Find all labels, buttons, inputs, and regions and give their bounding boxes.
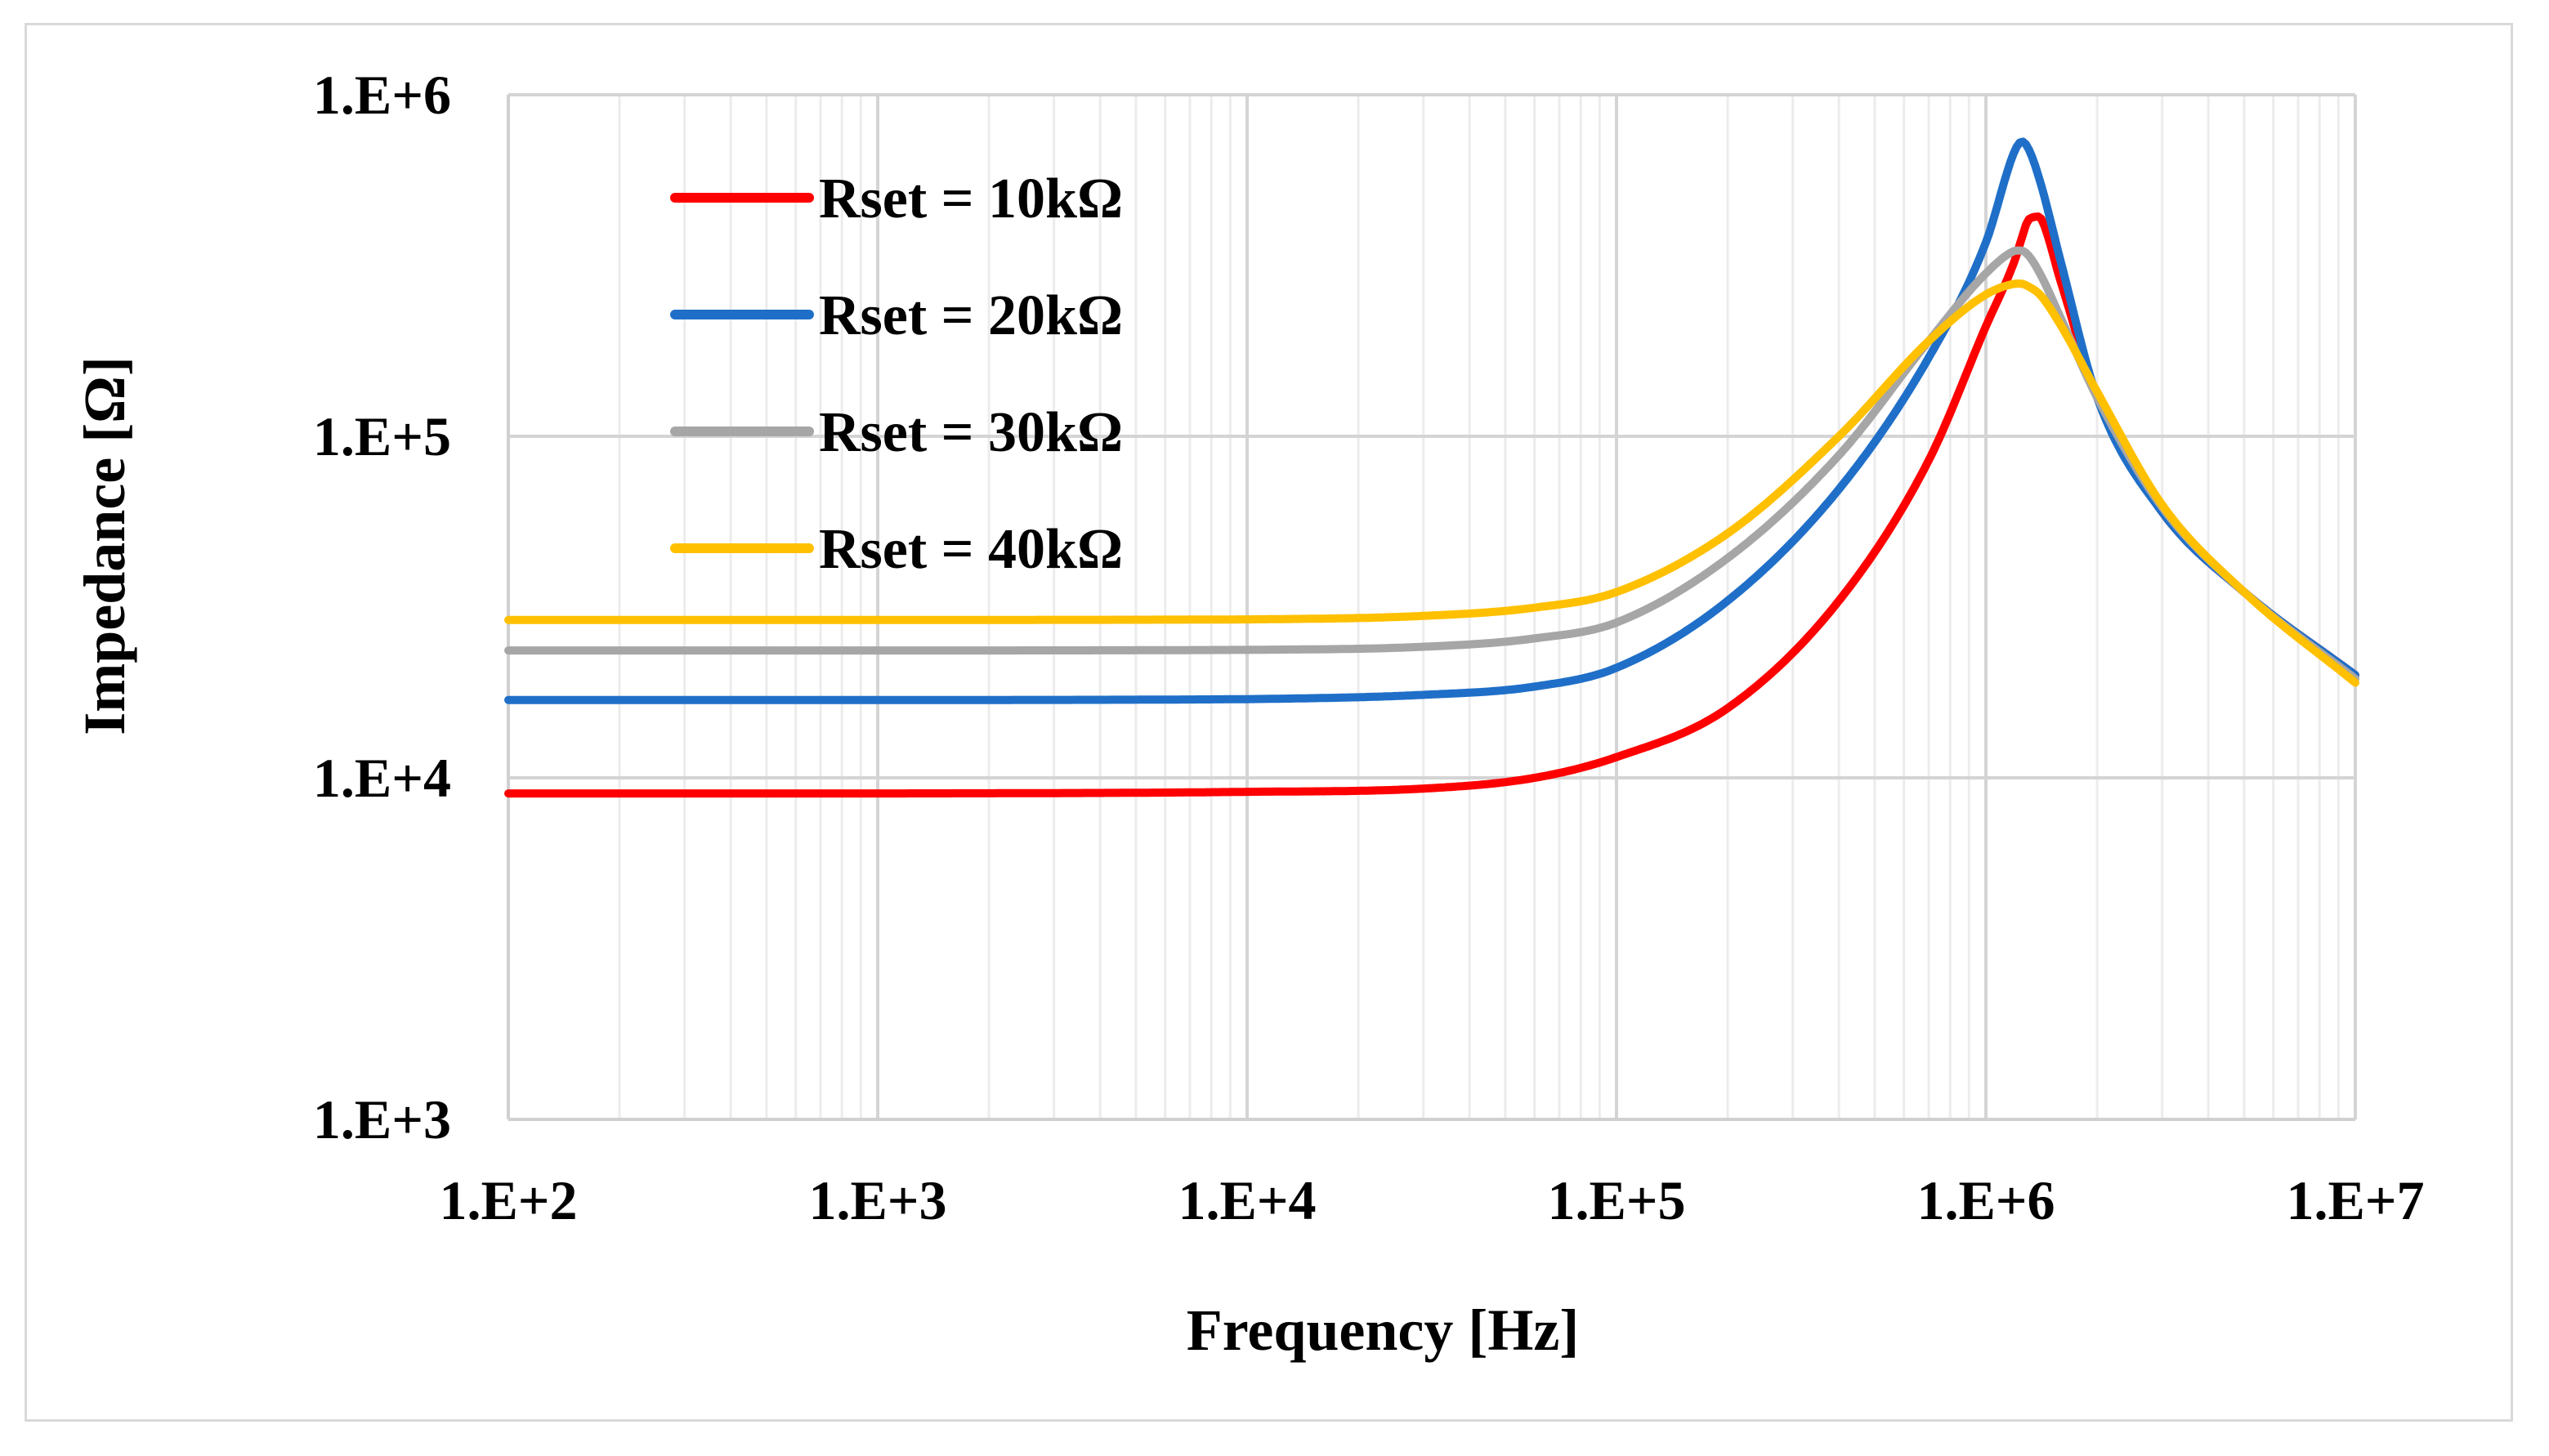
legend-label-1: Rset = 10kΩ bbox=[819, 167, 1123, 230]
legend-label-4: Rset = 40kΩ bbox=[819, 518, 1123, 581]
series-line-4 bbox=[504, 279, 2359, 687]
x-tick-label: 1.E+4 bbox=[1178, 1169, 1316, 1231]
x-tick-labels: 1.E+2 1.E+3 1.E+4 1.E+5 1.E+6 1.E+7 bbox=[439, 1169, 2424, 1231]
legend: Rset = 10kΩ Rset = 20kΩ Rset = 30kΩ Rset = … bbox=[670, 167, 1123, 581]
legend-label-3: Rset = 30kΩ bbox=[819, 401, 1123, 464]
series-line-3 bbox=[504, 246, 2359, 683]
x-axis-title: Frequency [Hz] bbox=[1187, 1297, 1580, 1363]
y-tick-label: 1.E+6 bbox=[313, 64, 451, 126]
series-lines bbox=[504, 137, 2359, 798]
y-tick-label: 1.E+3 bbox=[313, 1088, 451, 1150]
y-axis-title: Impedance [Ω] bbox=[72, 356, 137, 735]
series-line-2 bbox=[504, 137, 2359, 704]
series-line-1 bbox=[504, 212, 2359, 798]
axes bbox=[507, 95, 2355, 1121]
grid-minor bbox=[618, 95, 2340, 1119]
x-tick-label: 1.E+2 bbox=[439, 1169, 577, 1231]
x-tick-label: 1.E+5 bbox=[1547, 1169, 1685, 1231]
grid-major bbox=[507, 93, 2357, 1121]
y-tick-labels: 1.E+3 1.E+4 1.E+5 1.E+6 bbox=[313, 64, 451, 1150]
y-tick-label: 1.E+4 bbox=[313, 747, 451, 809]
x-tick-label: 1.E+7 bbox=[2286, 1169, 2424, 1231]
x-tick-label: 1.E+6 bbox=[1916, 1169, 2055, 1231]
y-tick-label: 1.E+5 bbox=[313, 405, 451, 467]
x-tick-label: 1.E+3 bbox=[808, 1169, 946, 1231]
legend-label-2: Rset = 20kΩ bbox=[819, 284, 1123, 347]
